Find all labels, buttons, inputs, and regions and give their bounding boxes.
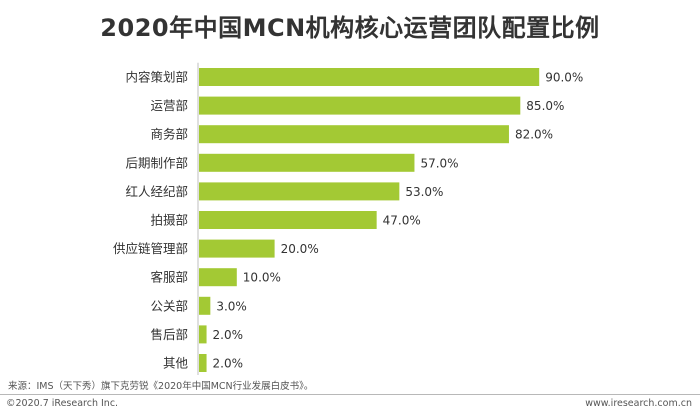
bar	[199, 182, 400, 201]
bar	[199, 125, 509, 144]
category-label: 售后部	[150, 327, 188, 342]
footer-divider	[0, 394, 700, 395]
bar	[199, 153, 415, 172]
value-label: 10.0%	[243, 271, 281, 285]
bar	[199, 325, 207, 344]
value-label: 20.0%	[281, 242, 319, 256]
category-label: 拍摄部	[150, 213, 188, 228]
value-label: 2.0%	[213, 328, 244, 342]
category-label: 客服部	[150, 270, 188, 285]
category-label: 红人经纪部	[125, 184, 188, 199]
bar	[199, 68, 540, 86]
value-label: 53.0%	[405, 185, 443, 199]
category-label: 后期制作部	[125, 155, 188, 170]
category-label: 商务部	[150, 127, 188, 142]
bar	[199, 96, 521, 115]
category-label: 运营部	[150, 98, 188, 113]
bar	[199, 268, 237, 287]
bar	[199, 354, 207, 372]
bar-chart: 内容策划部 90.0% 运营部 85.0% 商务部 82.0% 后期制作部 57.0% 红人经纪…	[113, 62, 583, 375]
copyright-text: ©2020.7 iResearch Inc.	[6, 398, 119, 409]
category-label: 其他	[163, 356, 189, 371]
value-label: 82.0%	[515, 128, 553, 142]
source-note: 来源：IMS（天下秀）旗下克劳锐《2020年中国MCN行业发展白皮书》。	[8, 381, 314, 392]
bar	[199, 296, 211, 315]
value-label: 3.0%	[216, 299, 247, 313]
value-label: 47.0%	[383, 214, 421, 228]
category-label: 供应链管理部	[113, 241, 188, 256]
bar	[199, 239, 275, 258]
category-label: 内容策划部	[125, 70, 188, 85]
bar	[199, 211, 377, 229]
value-label: 85.0%	[526, 99, 564, 113]
value-label: 57.0%	[420, 156, 458, 170]
website-text: www.iresearch.com.cn	[585, 398, 692, 409]
value-label: 2.0%	[213, 357, 244, 371]
value-label: 90.0%	[545, 71, 583, 85]
chart-title: 2020年中国MCN机构核心运营团队配置比例	[100, 14, 600, 42]
category-label: 公关部	[150, 298, 188, 313]
